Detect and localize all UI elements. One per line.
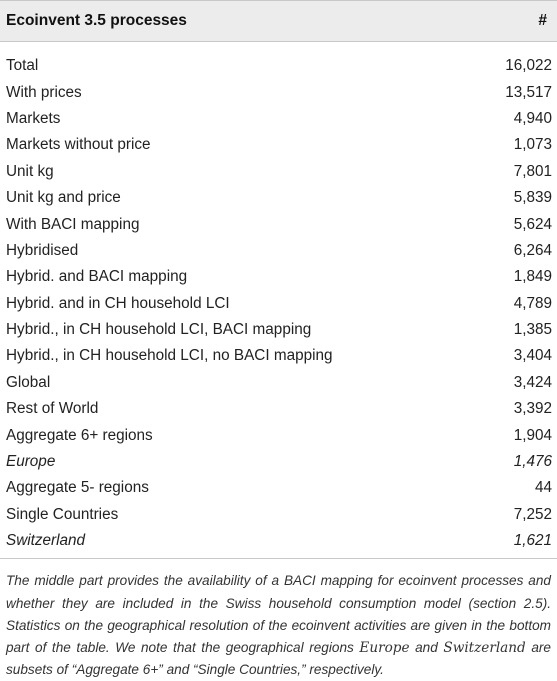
table-row: Rest of World 3,392 <box>0 396 557 422</box>
row-value: 6,264 <box>513 241 552 259</box>
table-row: Europe 1,476 <box>0 449 557 475</box>
row-label: Unit kg and price <box>6 189 121 207</box>
table-row: Unit kg 7,801 <box>0 159 557 185</box>
row-value: 1,073 <box>513 136 552 154</box>
table-footnote: The middle part provides the availabilit… <box>0 559 557 681</box>
row-label: Aggregate 6+ regions <box>6 426 153 444</box>
row-label: Hybrid., in CH household LCI, BACI mappi… <box>6 321 312 339</box>
row-label: Switzerland <box>6 532 86 550</box>
row-value: 13,517 <box>505 83 552 101</box>
table-row: Hybridised 6,264 <box>0 238 557 264</box>
row-value: 7,252 <box>513 505 552 523</box>
table-row: Markets without price 1,073 <box>0 132 557 158</box>
row-label: Rest of World <box>6 400 99 418</box>
table-row: Hybrid., in CH household LCI, no BACI ma… <box>0 343 557 369</box>
table-row: Single Countries 7,252 <box>0 502 557 528</box>
column-header-count: # <box>538 12 547 29</box>
table-row: Hybrid. and BACI mapping 1,849 <box>0 264 557 290</box>
row-label: With prices <box>6 83 82 101</box>
table-row: Hybrid., in CH household LCI, BACI mappi… <box>0 317 557 343</box>
footnote-term-switzerland: Switzerland <box>443 640 526 657</box>
row-value: 3,424 <box>513 373 552 391</box>
row-value: 1,476 <box>513 453 552 471</box>
table-row: Aggregate 5- regions 44 <box>0 475 557 501</box>
row-value: 3,404 <box>513 347 552 365</box>
row-value: 1,385 <box>513 321 552 339</box>
footnote-text-1: The middle part provides the availabilit… <box>6 573 551 656</box>
row-value: 3,392 <box>513 400 552 418</box>
row-value: 4,940 <box>513 109 552 127</box>
row-label: Unit kg <box>6 162 54 180</box>
row-value: 1,904 <box>513 426 552 444</box>
row-label: Total <box>6 57 39 75</box>
table-bottom-rule <box>0 558 557 560</box>
row-value: 16,022 <box>505 57 552 75</box>
row-value: 4,789 <box>513 294 552 312</box>
table-row: Markets 4,940 <box>0 106 557 132</box>
row-value: 1,849 <box>513 268 552 286</box>
row-label: Markets <box>6 109 61 127</box>
table-row: Hybrid. and in CH household LCI 4,789 <box>0 291 557 317</box>
table-row: Global 3,424 <box>0 370 557 396</box>
row-value: 1,621 <box>513 532 552 550</box>
row-label: Hybrid. and BACI mapping <box>6 268 188 286</box>
row-label: Single Countries <box>6 505 119 523</box>
row-label: Hybrid., in CH household LCI, no BACI ma… <box>6 347 333 365</box>
row-label: With BACI mapping <box>6 215 140 233</box>
column-header-name: Ecoinvent 3.5 processes <box>6 12 187 29</box>
table-header: Ecoinvent 3.5 processes # <box>0 0 557 42</box>
table-row: With prices 13,517 <box>0 79 557 105</box>
row-value: 5,839 <box>513 189 552 207</box>
row-label: Europe <box>6 453 56 471</box>
table-row: Switzerland 1,621 <box>0 528 557 554</box>
table-row: Unit kg and price 5,839 <box>0 185 557 211</box>
table-row: With BACI mapping 5,624 <box>0 211 557 237</box>
table-row: Aggregate 6+ regions 1,904 <box>0 422 557 448</box>
row-value: 5,624 <box>513 215 552 233</box>
row-label: Hybrid. and in CH household LCI <box>6 294 230 312</box>
row-label: Markets without price <box>6 136 151 154</box>
row-label: Aggregate 5- regions <box>6 479 149 497</box>
table-body: Total 16,022 With prices 13,517 Markets 4,940… <box>0 42 557 554</box>
row-value: 7,801 <box>513 162 552 180</box>
row-value: 44 <box>534 479 552 497</box>
table-row: Total 16,022 <box>0 53 557 79</box>
row-label: Global <box>6 373 51 391</box>
footnote-term-europe: Europe <box>359 640 410 657</box>
row-label: Hybridised <box>6 241 79 259</box>
footnote-text-2: and <box>409 640 444 656</box>
